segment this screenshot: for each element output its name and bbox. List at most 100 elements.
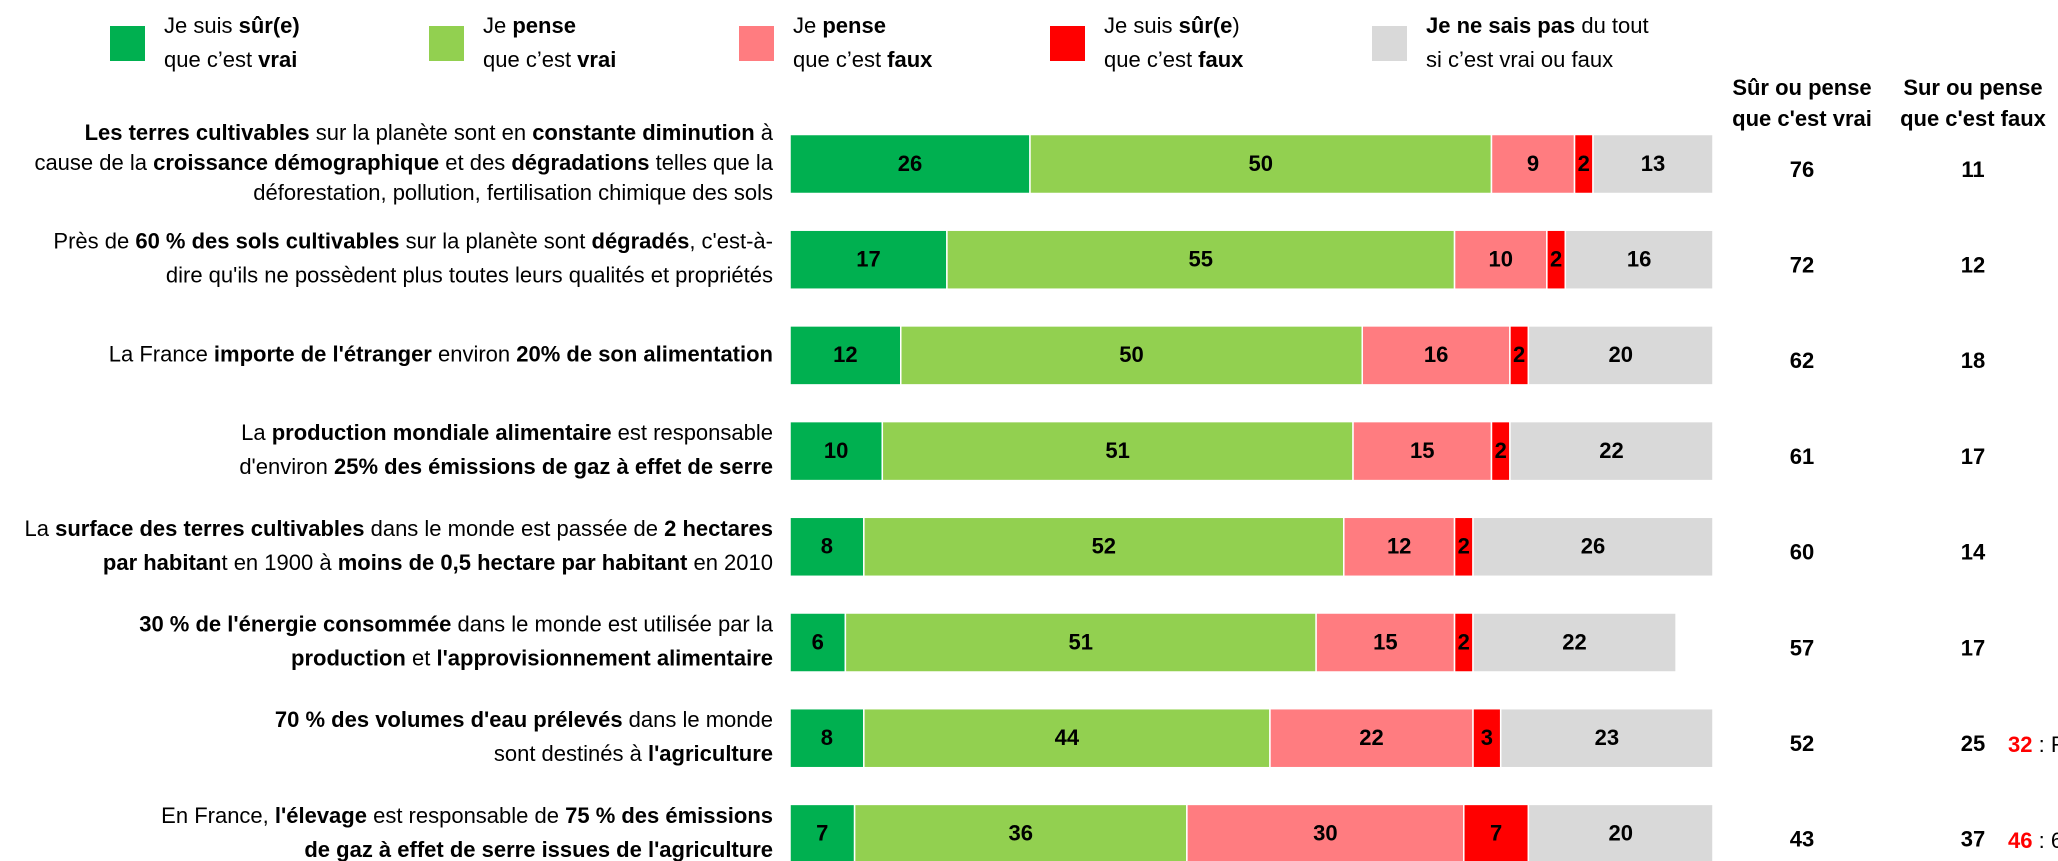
bar-value-label: 2 [1578, 151, 1590, 176]
category-label: La surface des terres cultivables dans l… [25, 516, 774, 541]
bar-value-label: 23 [1595, 725, 1619, 750]
legend-swatch [1372, 26, 1407, 61]
category-label: 70 % des volumes d'eau prélevés dans le … [275, 707, 773, 732]
category-label: dire qu'ils ne possèdent plus toutes leu… [166, 263, 773, 288]
text-run: dégradés [592, 229, 690, 254]
summary-header: Sur ou pense [1903, 75, 2042, 100]
bar-segment [789, 229, 948, 290]
text-run: pense [822, 13, 886, 38]
bar-value-label: 44 [1055, 725, 1080, 750]
side-note-text: : R [2032, 732, 2058, 757]
text-run: vrai [258, 47, 297, 72]
legend-label: Je suis sûr(e) [1104, 13, 1240, 38]
text-run: 70 % des volumes d'eau prélevés [275, 707, 623, 732]
bar-segment [1472, 516, 1714, 578]
bar-segment [1527, 325, 1714, 386]
legend-label: que c’est faux [1104, 47, 1244, 72]
bar-segment [1361, 325, 1511, 386]
text-run: sûr(e [1179, 13, 1233, 38]
bar-segment [1269, 707, 1474, 769]
bar-value-label: 15 [1410, 438, 1434, 463]
text-run: 75 % des émissions [565, 803, 773, 828]
text-run: Je [793, 13, 822, 38]
bar-segment [1499, 707, 1714, 769]
side-note-value: 32 [2008, 732, 2032, 757]
bar-value-label: 2 [1458, 534, 1470, 559]
text-run: 30 % de l'énergie consommée [139, 611, 451, 636]
summary-value: 17 [1961, 444, 1985, 469]
text-run: que c’est [1104, 47, 1198, 72]
summary-header: Sûr ou pense [1732, 75, 1871, 100]
legend-label: que c’est faux [793, 47, 933, 72]
bar-value-label: 50 [1119, 342, 1143, 367]
text-run: dans le monde [623, 707, 773, 732]
text-run: cause de la [34, 150, 153, 175]
bar-segment [881, 420, 1354, 482]
text-run: par habitan [103, 550, 222, 575]
legend-label: si c’est vrai ou faux [1426, 47, 1613, 72]
text-run: constante diminution [532, 120, 754, 145]
bar-segment [863, 516, 1345, 578]
text-run: moins de 0,5 hectare par habitant [338, 550, 688, 575]
summary-header: que c'est vrai [1732, 106, 1872, 131]
bar-value-label: 10 [1488, 247, 1512, 272]
text-run: 20% de son alimentation [516, 341, 773, 366]
category-label: cause de la croissance démographique et … [34, 150, 773, 175]
category-label: par habitant en 1900 à moins de 0,5 hect… [103, 550, 773, 575]
text-run: Je suis [1104, 13, 1179, 38]
category-label: d'environ 25% des émissions de gaz à eff… [239, 454, 773, 479]
summary-value: 18 [1961, 348, 1985, 373]
bar-value-label: 17 [856, 247, 880, 272]
bar-value-label: 9 [1527, 151, 1539, 176]
bar-value-label: 12 [833, 342, 857, 367]
summary-value: 57 [1790, 635, 1814, 660]
summary-value: 60 [1790, 540, 1814, 565]
text-run: si c’est vrai ou faux [1426, 47, 1613, 72]
bar-value-label: 2 [1495, 438, 1507, 463]
text-run: 25% des émissions de gaz à effet de serr… [334, 454, 773, 479]
bar-segment [789, 133, 1031, 195]
category-label: 30 % de l'énergie consommée dans le mond… [139, 611, 774, 636]
legend-label: que c’est vrai [164, 47, 297, 72]
summary-value: 43 [1790, 827, 1814, 852]
bar-segment [1352, 420, 1493, 482]
legend-swatch [739, 26, 774, 61]
legend-swatch [429, 26, 464, 61]
bar-value-label: 26 [1581, 534, 1605, 559]
bar-segment [789, 707, 865, 769]
text-run: à [755, 120, 774, 145]
category-label: La France importe de l'étranger environ … [109, 341, 773, 366]
bar-value-label: 52 [1092, 534, 1116, 559]
summary-value: 61 [1790, 444, 1814, 469]
bar-value-label: 6 [812, 629, 824, 654]
text-run: sur la planète sont [399, 229, 591, 254]
text-run: et des [439, 150, 511, 175]
text-run: surface des terres cultivables [55, 516, 364, 541]
bar-segment [1527, 803, 1714, 861]
text-run: en 2010 [687, 550, 773, 575]
bar-value-label: 51 [1105, 438, 1129, 463]
text-run: 2 hectares [664, 516, 773, 541]
legend-label: que c’est vrai [483, 47, 616, 72]
bar-segment [1463, 803, 1530, 861]
text-run: t en 1900 à [221, 550, 337, 575]
category-label: Les terres cultivables sur la planète so… [85, 120, 774, 145]
text-run: Je [483, 13, 512, 38]
text-run: Les terres cultivables [85, 120, 310, 145]
summary-value: 72 [1790, 253, 1814, 278]
bar-value-label: 2 [1550, 247, 1562, 272]
text-run: du tout [1575, 13, 1648, 38]
bar-segment [789, 325, 902, 386]
category-label: La production mondiale alimentaire est r… [241, 420, 773, 445]
side-note-text: : 65 [2032, 828, 2058, 853]
text-run: production [291, 645, 406, 670]
bar-value-label: 50 [1248, 151, 1272, 176]
bar-value-label: 12 [1387, 534, 1411, 559]
bar-segment [789, 516, 865, 578]
category-label: production et l'approvisionnement alimen… [291, 645, 773, 670]
bar-value-label: 7 [1490, 821, 1502, 846]
bar-value-label: 20 [1608, 342, 1632, 367]
text-run: et [406, 645, 437, 670]
bar-segment [789, 612, 847, 673]
